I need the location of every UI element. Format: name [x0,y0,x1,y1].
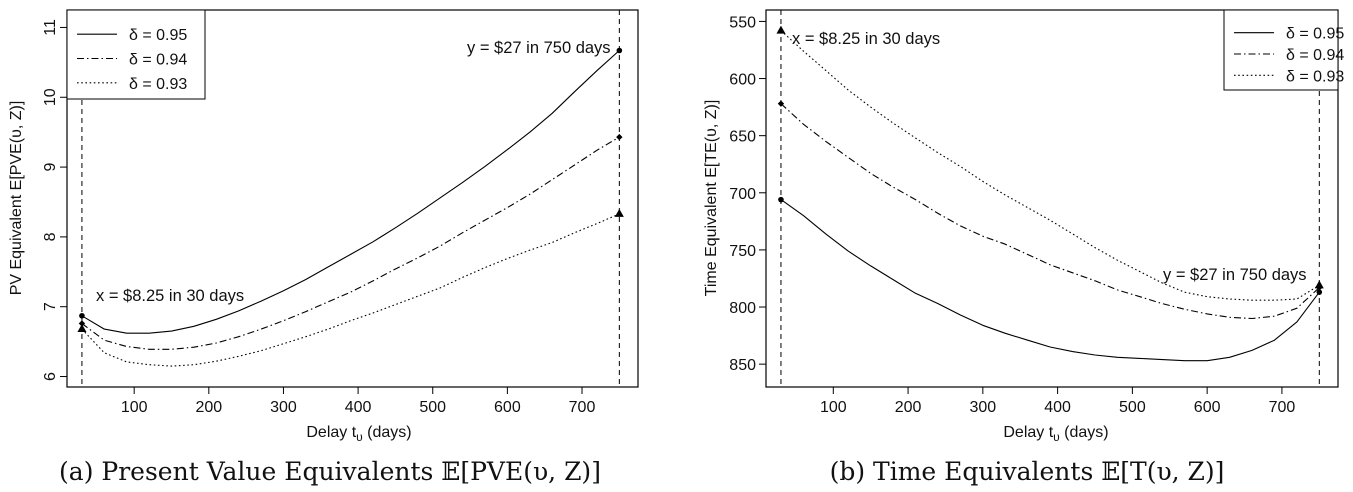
panel-b-endpoint-diamond [777,100,785,107]
panel-a-y-tick-label: 9 [42,163,59,172]
panel-b-y-tick-label: 750 [729,243,756,260]
panel-a-x-tick-label: 200 [195,399,222,416]
panel-b-series-line-2 [780,103,1320,320]
panel-b-endpoint-triangle [1314,280,1324,289]
panel-a-x-tick-label: 100 [121,399,148,416]
panel-a-y-tick-label: 7 [42,302,59,311]
panel-a-markers [77,47,624,333]
panel-a-x-tick-label: 300 [270,399,297,416]
panel-a-caption: (a) Present Value Equivalents 𝔼[PVE(υ, Z… [59,457,601,486]
panel-b-x-tick-label: 500 [1119,399,1146,416]
panel-b-legend-label-1: δ = 0.95 [1286,26,1344,43]
panel-b-legend-label-3: δ = 0.93 [1286,68,1344,85]
panel-b-y-tick-label: 800 [729,300,756,317]
panel-b-y-tick-label: 600 [729,72,756,89]
panel-a-series-line-1 [81,50,620,334]
panel-b-y-tick-label: 700 [729,186,756,203]
panel-b-annotation-x: x = $8.25 in 30 days [792,30,940,48]
panel-a-endpoint-circle [79,312,85,319]
panel-a-legend-label-3: δ = 0.93 [129,76,187,93]
panel-a-y-axis-title: PV Equivalent E[PVE(υ, Z)] [8,101,25,296]
panel-b-endpoint-circle [1316,289,1323,295]
panel-a-legend-label-2: δ = 0.94 [129,52,187,69]
panel-b-series-line-1 [780,199,1320,362]
panel-b-y-axis-title: Time Equivalent E[TE(υ, Z)] [703,100,720,297]
panel-b-x-tick-label: 600 [1194,399,1221,416]
panel-b-y-tick-label: 650 [729,129,756,146]
panel-a-series-line-3 [81,213,620,367]
panel-a-x-tick-label: 600 [494,399,521,416]
panel-a-ticks: 100 200 300 400 500 600 700 6 7 8 9 10 11 [42,19,595,416]
panel-a-y-tick-label: 6 [42,372,59,381]
panel-a-annotation-y: y = $27 in 750 days [467,39,611,57]
panel-a-legend-box [66,9,206,100]
panel-a-endpoint-triangle [614,208,624,217]
panel-a-annotation-x: x = $8.25 in 30 days [96,287,244,305]
panel-a-y-tick-label: 10 [42,88,59,106]
panel-a-series [81,50,620,367]
panel-b-y-tick-label: 550 [729,14,756,31]
panel-b-annotation-y: y = $27 in 750 days [1163,266,1307,284]
panel-a-endpoint-circle [616,47,623,54]
panel-a-x-tick-label: 700 [569,399,596,416]
panel-b-legend-label-2: δ = 0.94 [1286,47,1344,64]
panel-b-x-tick-label: 300 [969,399,996,416]
panel-b-markers [776,25,1324,295]
panel-a-x-axis-title: Delay tυ (days) [306,424,411,444]
panel-a-x-tick-label: 400 [345,399,372,416]
panel-a-series-line-2 [81,136,620,350]
panel-b-x-tick-label: 400 [1044,399,1071,416]
panel-b-caption: (b) Time Equivalents 𝔼[T(υ, Z)] [830,457,1225,486]
panel-a-y-tick-label: 8 [42,232,59,241]
panel-b-series-line-3 [780,30,1320,301]
panel-b-legend: δ = 0.95 δ = 0.94 δ = 0.93 [1223,9,1344,91]
panel-b-time-equivalent-chart: 100 200 300 400 500 600 700 550 600 650 700 750 800 8… [703,9,1344,486]
panel-a-endpoint-diamond [78,320,86,327]
panel-a-endpoint-diamond [616,133,623,141]
panel-a-plot-frame [66,9,639,388]
panel-a-legend-label-1: δ = 0.95 [129,27,187,44]
panel-b-endpoint-circle [778,196,784,203]
panel-b-x-axis-title: Delay tυ (days) [1003,424,1108,444]
panel-b-x-tick-label: 700 [1269,399,1296,416]
panel-b-endpoint-triangle [776,25,786,34]
panel-b-series [780,30,1320,362]
panel-b-y-tick-label: 850 [729,357,756,374]
panel-b-x-tick-label: 200 [895,399,922,416]
panel-a-legend: δ = 0.95 δ = 0.94 δ = 0.93 [66,9,206,100]
panel-a-y-tick-label: 11 [42,19,59,36]
panel-a-x-tick-label: 500 [419,399,446,416]
panel-a-endpoint-triangle [77,324,87,333]
panel-b-plot-frame [765,9,1339,388]
panel-b-x-tick-label: 100 [820,399,847,416]
panel-b-legend-box [1223,9,1339,91]
panel-b-ticks: 100 200 300 400 500 600 700 550 600 650 700 750 800 8… [729,14,1295,416]
